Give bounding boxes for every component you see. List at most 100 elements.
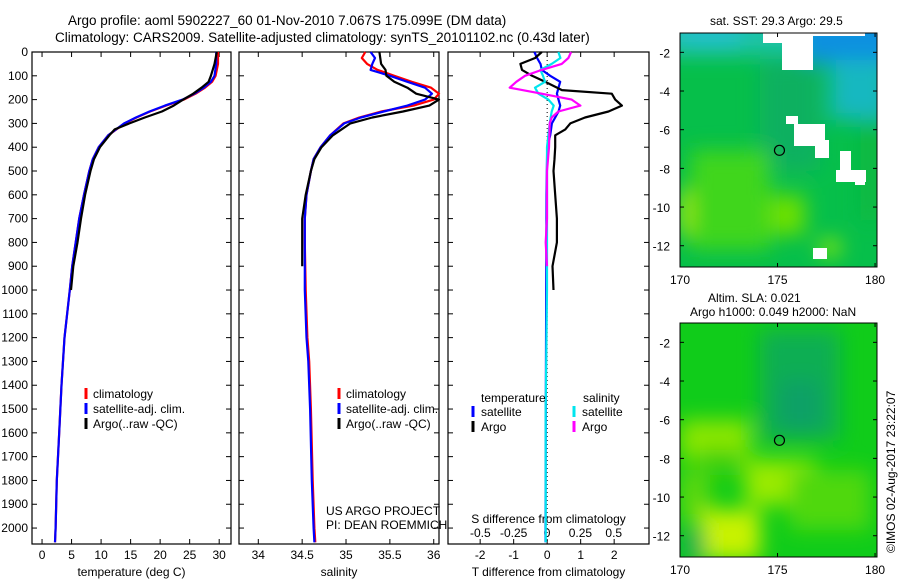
map-lon-label: 170 xyxy=(670,273,690,287)
y-tick-label: 1900 xyxy=(1,497,28,511)
map-lon-label: 175 xyxy=(768,273,788,287)
x-tick-label: -2 xyxy=(475,548,486,562)
y-tick-label: 100 xyxy=(8,69,28,83)
float-position-marker xyxy=(773,434,786,446)
legend-label: satellite xyxy=(481,405,522,419)
map-lat-label: -4 xyxy=(659,375,670,389)
y-tick-label: 1700 xyxy=(1,450,28,464)
y-tick-label: 1200 xyxy=(1,331,28,345)
y-tick-label: 1500 xyxy=(1,402,28,416)
missing-data-patches xyxy=(763,33,866,259)
x-tick-label: 30 xyxy=(213,548,227,562)
y-tick-label: 1300 xyxy=(1,354,28,368)
map-lon-label: 170 xyxy=(670,563,690,577)
temperature-argo-raw-qc--line xyxy=(69,51,218,291)
x-tick-label: 34.5 xyxy=(290,548,314,562)
legend-label: climatology xyxy=(346,387,406,401)
map-lon-label: 175 xyxy=(768,563,788,577)
temperature-axes-frame xyxy=(31,51,232,545)
sla-map-frame xyxy=(679,322,878,558)
y-tick-label: 1400 xyxy=(1,378,28,392)
x-tick-label: 35.5 xyxy=(378,548,402,562)
s-tick-label: -0.5 xyxy=(470,526,491,540)
figure-title-line2: Climatology: CARS2009. Satellite-adjuste… xyxy=(55,30,590,45)
x-tick-label: 25 xyxy=(183,548,197,562)
s-tick-label: 0 xyxy=(544,526,551,540)
legend-label: satellite-adj. clim. xyxy=(93,402,185,416)
salinity-axes-frame xyxy=(238,51,440,545)
difference-panel: -2 -1 0 1 2 T difference from climatology -0.5… xyxy=(447,51,650,579)
x-tick-label: 20 xyxy=(153,548,167,562)
difference-salinity-argo-line xyxy=(508,51,582,267)
x-tick-label: 34 xyxy=(252,548,266,562)
timestamp-stamp: ©IMOS 02-Aug-2017 23:22:07 xyxy=(884,390,898,553)
s-axis-label: S difference from climatology xyxy=(471,512,626,526)
y-tick-label: 700 xyxy=(8,212,28,226)
y-tick-label: 2000 xyxy=(1,521,28,535)
legend-label: Argo(..raw -QC) xyxy=(346,417,431,431)
s-tick-label: 0.25 xyxy=(569,526,593,540)
y-tick-label: 1800 xyxy=(1,473,28,487)
legend-label: satellite xyxy=(582,405,623,419)
project-annotation: US ARGO PROJECT xyxy=(326,504,441,518)
map-lat-label: -6 xyxy=(659,124,670,138)
legend-heading: temperature xyxy=(481,391,546,405)
legend-label: Argo xyxy=(481,420,507,434)
legend-label: Argo xyxy=(582,420,608,434)
y-tick-label: 1000 xyxy=(1,283,28,297)
sst-map-title: sat. SST: 29.3 Argo: 29.5 xyxy=(710,14,843,28)
sst-field xyxy=(680,33,877,267)
float-position-marker xyxy=(773,144,786,156)
s-tick-label: -0.25 xyxy=(500,526,528,540)
y-tick-label: 900 xyxy=(8,259,28,273)
y-tick-label: 1100 xyxy=(2,307,28,321)
sla-field xyxy=(680,323,877,557)
x-axis-label: T difference from climatology xyxy=(472,565,626,579)
y-tick-label: 1600 xyxy=(1,426,28,440)
x-tick-label: 1 xyxy=(577,548,584,562)
x-tick-label: 5 xyxy=(68,548,75,562)
s-tick-label: 0.5 xyxy=(605,526,622,540)
x-tick-label: 2 xyxy=(611,548,618,562)
map-lat-label: -2 xyxy=(659,46,670,60)
sst-map: sat. SST: 29.3 Argo: 29.5 xyxy=(653,14,886,287)
temperature-panel: 0 100 200 300 400 500 600 700 800 900 1000 1100 1200… xyxy=(1,45,232,579)
y-tick-label: 800 xyxy=(8,235,28,249)
x-tick-label: 36 xyxy=(427,548,441,562)
y-tick-label: 300 xyxy=(8,116,28,130)
map-lon-label: 180 xyxy=(865,563,885,577)
map-lat-label: -10 xyxy=(653,201,671,215)
salinity-satellite-adj-clim--line xyxy=(303,51,434,543)
map-lat-label: -8 xyxy=(659,162,670,176)
x-tick-label: 35 xyxy=(339,548,353,562)
y-tick-label: 200 xyxy=(8,93,28,107)
y-tick-label: 600 xyxy=(8,188,28,202)
y-tick-label: 500 xyxy=(8,164,28,178)
map-lat-label: -6 xyxy=(659,414,670,428)
map-lat-label: -4 xyxy=(659,85,670,99)
figure-title-line1: Argo profile: aoml 5902227_60 01-Nov-201… xyxy=(68,13,506,28)
x-tick-label: 0 xyxy=(39,548,46,562)
x-tick-label: 15 xyxy=(124,548,138,562)
sla-map: Altim. SLA: 0.021 Argo h1000: 0.049 h200… xyxy=(653,291,886,577)
x-tick-label: -1 xyxy=(508,548,519,562)
project-annotation: PI: DEAN ROEMMICH xyxy=(326,518,447,532)
salinity-argo-raw-qc--line xyxy=(301,51,441,267)
sla-map-title-line2: Argo h1000: 0.049 h2000: NaN xyxy=(690,305,856,319)
sst-map-frame xyxy=(679,32,878,268)
x-axis-label: temperature (deg C) xyxy=(77,565,185,579)
x-tick-label: 10 xyxy=(94,548,108,562)
legend-heading: salinity xyxy=(583,391,620,405)
map-lat-label: -8 xyxy=(659,452,670,466)
x-tick-label: 0 xyxy=(544,548,551,562)
profile-panels: 0100200300400500600700800900100011001200… xyxy=(1,45,650,579)
map-lat-label: -10 xyxy=(653,491,671,505)
salinity-panel: 34 34.5 35 35.5 36 salinity climatologysatelli… xyxy=(238,51,447,579)
legend-label: Argo(..raw -QC) xyxy=(93,417,178,431)
map-lat-label: -12 xyxy=(653,240,671,254)
map-lat-label: -2 xyxy=(659,336,670,350)
map-lat-label: -12 xyxy=(653,530,671,544)
y-tick-label: 400 xyxy=(8,140,28,154)
map-lon-label: 180 xyxy=(865,273,885,287)
